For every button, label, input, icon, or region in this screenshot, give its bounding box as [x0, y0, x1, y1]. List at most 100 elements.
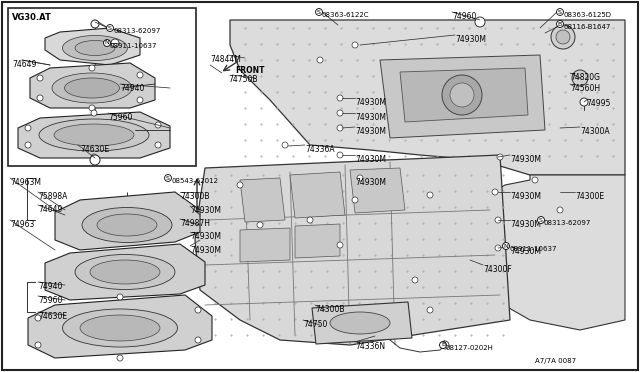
Ellipse shape	[75, 254, 175, 289]
Circle shape	[475, 17, 485, 27]
Text: 74930M: 74930M	[510, 220, 541, 229]
Text: 74930M: 74930M	[510, 247, 541, 256]
Text: 74930M: 74930M	[510, 192, 541, 201]
Text: 08363-6122C: 08363-6122C	[322, 12, 369, 18]
Polygon shape	[480, 175, 625, 330]
Text: S: S	[317, 10, 321, 15]
Circle shape	[427, 307, 433, 313]
Circle shape	[237, 182, 243, 188]
Circle shape	[450, 83, 474, 107]
Text: 74560H: 74560H	[570, 84, 600, 93]
Text: A7/7A 0087: A7/7A 0087	[535, 358, 576, 364]
Polygon shape	[240, 178, 285, 222]
Circle shape	[195, 337, 201, 343]
Ellipse shape	[65, 78, 120, 98]
Text: 74630E: 74630E	[38, 312, 67, 321]
Circle shape	[117, 355, 123, 361]
Text: 74930M: 74930M	[510, 155, 541, 164]
Polygon shape	[312, 302, 412, 344]
Polygon shape	[380, 55, 545, 138]
Circle shape	[90, 155, 100, 165]
Circle shape	[155, 142, 161, 148]
Text: 74820G: 74820G	[570, 73, 600, 82]
Circle shape	[317, 57, 323, 63]
Text: 74930M: 74930M	[355, 155, 386, 164]
Text: 74930M: 74930M	[190, 206, 221, 215]
Text: 74336N: 74336N	[355, 342, 385, 351]
Circle shape	[580, 98, 588, 106]
Text: 74930M: 74930M	[355, 98, 386, 107]
Text: 08543-62012: 08543-62012	[171, 178, 218, 184]
Text: 74930M: 74930M	[455, 35, 486, 44]
Circle shape	[37, 75, 43, 81]
Text: 74649: 74649	[38, 205, 62, 214]
Text: 74995: 74995	[586, 99, 611, 108]
Circle shape	[282, 142, 288, 148]
Circle shape	[427, 192, 433, 198]
Text: 74930M: 74930M	[355, 127, 386, 136]
Circle shape	[137, 97, 143, 103]
Text: S: S	[166, 176, 170, 180]
Circle shape	[195, 307, 201, 313]
Text: 74300A: 74300A	[580, 127, 610, 136]
Ellipse shape	[330, 312, 390, 334]
Polygon shape	[55, 192, 200, 250]
Circle shape	[111, 39, 119, 47]
Circle shape	[91, 154, 97, 160]
Circle shape	[91, 110, 97, 116]
Text: 74930M: 74930M	[355, 113, 386, 122]
Circle shape	[337, 152, 343, 158]
Polygon shape	[30, 63, 155, 108]
Text: S: S	[108, 26, 112, 31]
Text: 74930M: 74930M	[190, 246, 221, 255]
Circle shape	[532, 177, 538, 183]
Text: 08363-6125D: 08363-6125D	[563, 12, 611, 18]
Circle shape	[497, 154, 503, 160]
Circle shape	[551, 25, 575, 49]
Text: 08911-10637: 08911-10637	[110, 43, 157, 49]
Polygon shape	[400, 68, 528, 122]
Circle shape	[35, 315, 41, 321]
Bar	[8, 8, 196, 166]
Circle shape	[495, 217, 501, 223]
Text: 74300E: 74300E	[575, 192, 604, 201]
Ellipse shape	[39, 119, 149, 151]
Polygon shape	[290, 172, 345, 218]
Text: N: N	[504, 244, 508, 248]
Ellipse shape	[52, 73, 132, 103]
Ellipse shape	[97, 214, 157, 236]
Text: 74300B: 74300B	[180, 192, 209, 201]
Polygon shape	[230, 20, 625, 175]
Text: 74940: 74940	[120, 84, 145, 93]
Ellipse shape	[82, 208, 172, 243]
Text: S: S	[558, 10, 562, 15]
Circle shape	[412, 277, 418, 283]
Text: 74630E: 74630E	[80, 145, 109, 154]
Text: 74963M: 74963M	[10, 178, 41, 187]
Text: 74930M: 74930M	[190, 232, 221, 241]
Polygon shape	[18, 112, 170, 158]
Circle shape	[337, 95, 343, 101]
Text: VG30.AT: VG30.AT	[12, 13, 52, 22]
Text: 74750: 74750	[303, 320, 328, 329]
Text: S: S	[539, 218, 543, 222]
Circle shape	[337, 125, 343, 131]
Text: FRONT: FRONT	[235, 66, 264, 75]
Text: B: B	[558, 22, 562, 26]
Ellipse shape	[63, 35, 127, 61]
Circle shape	[572, 70, 588, 86]
Circle shape	[357, 175, 363, 181]
Circle shape	[89, 65, 95, 71]
Circle shape	[352, 42, 358, 48]
Polygon shape	[240, 228, 290, 262]
Circle shape	[442, 75, 482, 115]
Circle shape	[25, 142, 31, 148]
Text: 74844M: 74844M	[210, 55, 241, 64]
Text: 74960: 74960	[452, 12, 476, 21]
Text: 74963: 74963	[10, 220, 35, 229]
Circle shape	[441, 341, 449, 349]
Circle shape	[337, 242, 343, 248]
Text: 75898A: 75898A	[38, 192, 67, 201]
Circle shape	[337, 110, 343, 116]
Ellipse shape	[90, 260, 160, 284]
